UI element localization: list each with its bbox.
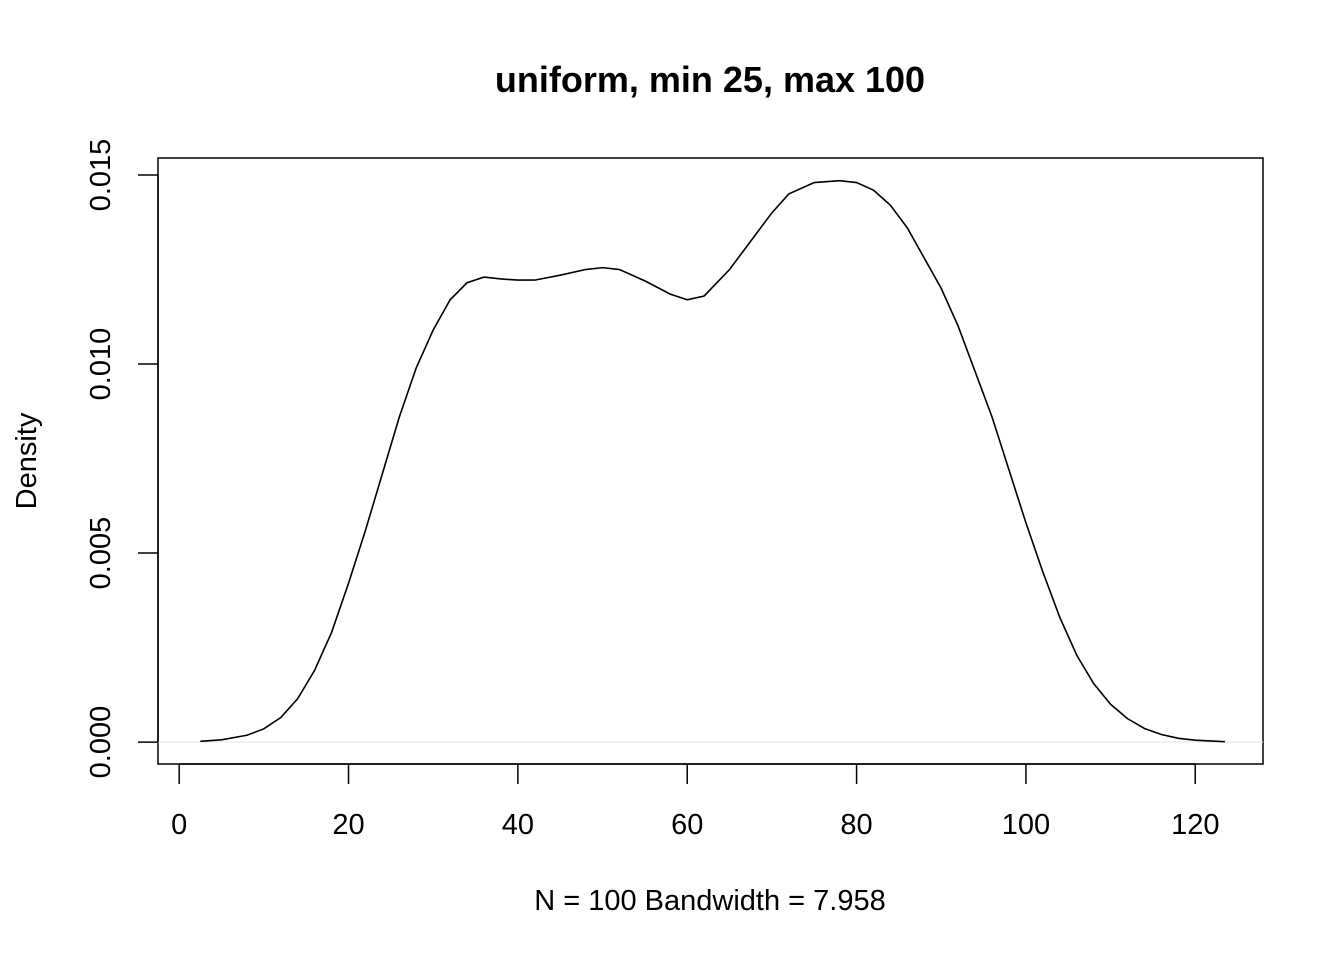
density-curve xyxy=(200,179,1225,743)
y-tick-label: 0.000 xyxy=(85,706,117,779)
x-tick-label: 100 xyxy=(1002,809,1050,841)
y-tick-label: 0.005 xyxy=(85,517,117,590)
x-tick-label: 20 xyxy=(332,809,364,841)
x-tick-label: 40 xyxy=(502,809,534,841)
y-tick-label: 0.010 xyxy=(85,328,117,401)
x-tick-label: 80 xyxy=(840,809,872,841)
y-axis-label: Density xyxy=(11,412,43,509)
y-tick-label: 0.015 xyxy=(85,139,117,212)
x-tick-label: 60 xyxy=(671,809,703,841)
x-tick-label: 120 xyxy=(1171,809,1219,841)
plot-frame xyxy=(157,157,1264,765)
x-axis-label: N = 100 Bandwidth = 7.958 xyxy=(534,885,885,917)
chart-title: uniform, min 25, max 100 xyxy=(495,59,925,100)
y-axis: 0.000 0.005 0.010 0.015 xyxy=(85,139,159,779)
x-tick-label: 0 xyxy=(171,809,187,841)
x-axis: 0 20 40 60 80 100 120 xyxy=(171,763,1219,841)
